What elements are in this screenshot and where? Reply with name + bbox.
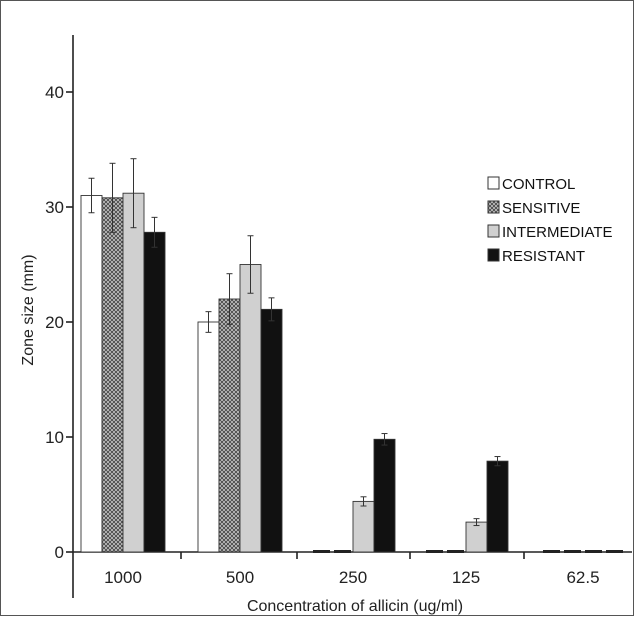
plot-area: 0 10 20 30 40 1000 500 250 125 62.5 bbox=[45, 35, 632, 598]
y-tick-label: 10 bbox=[45, 428, 64, 447]
bar bbox=[101, 197, 124, 553]
y-tick-label: 20 bbox=[45, 313, 64, 332]
legend-label: RESISTANT bbox=[502, 248, 585, 265]
legend-swatch bbox=[487, 248, 500, 262]
x-tick-label: 250 bbox=[339, 568, 367, 587]
y-tick-label: 40 bbox=[45, 83, 64, 102]
legend-label: INTERMEDIATE bbox=[502, 224, 613, 241]
y-axis-title: Zone size (mm) bbox=[20, 254, 37, 365]
bar bbox=[564, 550, 581, 553]
bar bbox=[143, 231, 166, 553]
bar bbox=[543, 550, 560, 553]
bar bbox=[80, 195, 103, 553]
bar bbox=[486, 460, 509, 553]
legend-label: CONTROL bbox=[502, 176, 575, 193]
x-tick-label: 500 bbox=[226, 568, 254, 587]
legend: CONTROL SENSITIVE INTERMEDIATE RESISTANT bbox=[487, 176, 613, 265]
legend-swatch bbox=[487, 200, 500, 214]
x-axis-title: Concentration of allicin (ug/ml) bbox=[247, 598, 463, 615]
bar bbox=[352, 500, 375, 553]
x-tick-label: 1000 bbox=[104, 568, 142, 587]
bar bbox=[197, 321, 220, 553]
bar bbox=[373, 438, 396, 553]
bar bbox=[606, 550, 623, 553]
legend-swatch bbox=[487, 176, 500, 190]
legend-label: SENSITIVE bbox=[502, 200, 580, 217]
bar bbox=[447, 550, 464, 553]
bar bbox=[122, 192, 145, 553]
legend-swatch bbox=[487, 224, 500, 238]
bar bbox=[313, 550, 330, 553]
y-tick-label: 30 bbox=[45, 198, 64, 217]
bar bbox=[260, 308, 283, 553]
x-tick-label: 62.5 bbox=[566, 568, 599, 587]
bar bbox=[426, 550, 443, 553]
y-tick-label: 0 bbox=[55, 543, 64, 562]
x-tick-label: 125 bbox=[452, 568, 480, 587]
bar bbox=[218, 298, 241, 553]
bar bbox=[585, 550, 602, 553]
bar bbox=[465, 521, 488, 553]
bar bbox=[239, 264, 262, 553]
bar bbox=[334, 550, 351, 553]
